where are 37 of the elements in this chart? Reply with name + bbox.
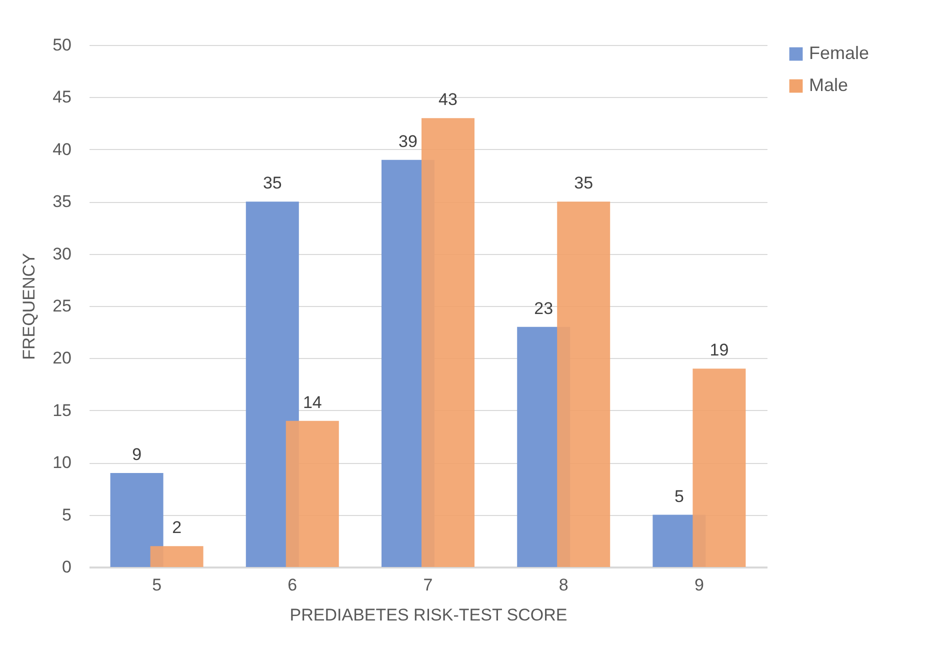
x-tick-label: 9 [694, 576, 704, 594]
data-label: 43 [438, 90, 458, 110]
legend-label: Female [809, 43, 870, 63]
y-tick-label: 20 [52, 348, 72, 368]
bar [557, 202, 610, 567]
bar [422, 118, 474, 567]
y-axis-title: FREQUENCY [20, 253, 39, 360]
data-label: 19 [710, 340, 729, 360]
bar [110, 473, 164, 567]
y-tick-label: 0 [62, 558, 72, 576]
y-tick-label: 15 [52, 400, 72, 420]
bar [150, 546, 204, 567]
y-tick-label: 35 [52, 192, 72, 212]
data-label: 39 [398, 132, 418, 151]
x-axis-title: PREDIABETES RISK-TEST SCORE [290, 606, 568, 624]
data-label: 23 [534, 298, 554, 318]
legend-label: Male [809, 75, 848, 95]
x-tick-label: 8 [558, 576, 568, 594]
y-tick-label: 40 [52, 140, 72, 159]
data-label: 14 [302, 392, 322, 412]
y-tick-label: 50 [52, 36, 72, 54]
data-label: 35 [574, 174, 594, 193]
x-tick-label: 7 [423, 576, 433, 594]
data-label: 2 [172, 518, 182, 538]
bar [286, 420, 339, 567]
y-tick-label: 45 [52, 88, 72, 107]
x-tick-label: 5 [152, 576, 162, 594]
y-tick-label: 25 [52, 296, 72, 316]
y-tick-label: 30 [52, 244, 72, 264]
y-tick-label: 5 [62, 505, 72, 524]
y-tick-label: 10 [52, 453, 72, 472]
x-tick-label: 6 [288, 576, 298, 594]
bar [246, 202, 299, 567]
bar [692, 368, 746, 567]
data-label: 5 [674, 486, 684, 506]
data-label: 35 [262, 174, 282, 193]
data-label: 9 [132, 445, 142, 464]
